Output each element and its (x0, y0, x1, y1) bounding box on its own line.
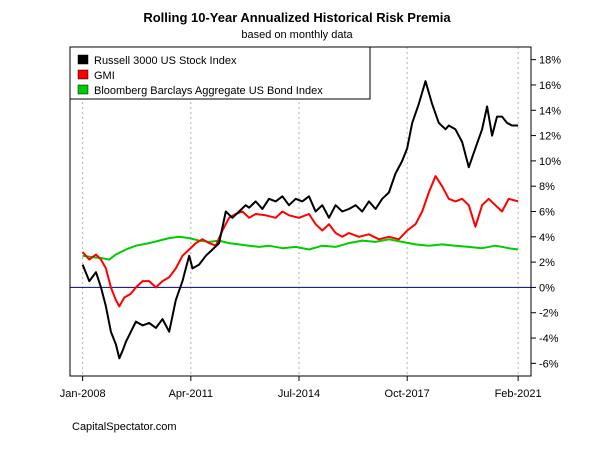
y-tick-label-2: -2% (539, 308, 559, 320)
y-tick-label-12: 18% (539, 55, 561, 67)
y-tick-label-7: 8% (539, 181, 555, 193)
series-line-russell-3000 (81, 80, 519, 360)
source-label: CapitalSpectator.com (72, 421, 177, 433)
x-tick-label-2: Jul-2014 (278, 388, 320, 400)
series-line-bond-index (82, 235, 519, 261)
legend-label-gmi: GMI (94, 70, 115, 82)
x-tick-label-3: Oct-2017 (385, 388, 430, 400)
y-tick-label-1: -4% (539, 333, 559, 345)
x-tick-label-4: Feb-2021 (495, 388, 542, 400)
legend-swatch-bond-index (77, 84, 89, 95)
legend-label-russell-3000: Russell 3000 US Stock Index (94, 55, 237, 67)
series-lines (81, 80, 519, 360)
legend: Russell 3000 US Stock Index GMI Bloomber… (69, 46, 371, 100)
legend-label-bond-index: Bloomberg Barclays Aggregate US Bond Ind… (94, 85, 323, 97)
chart-title: Rolling 10-Year Annualized Historical Ri… (143, 10, 451, 25)
y-tick-label-4: 2% (539, 257, 555, 269)
y-tick-label-10: 14% (539, 105, 561, 117)
legend-box (69, 46, 371, 100)
y-tick-label-6: 6% (539, 207, 555, 219)
legend-swatch-gmi (77, 69, 89, 80)
x-tick-label-0: Jan-2008 (60, 388, 106, 400)
chart-subtitle: based on monthly data (241, 29, 353, 41)
x-axis: Jan-2008 Apr-2011 Jul-2014 Oct-2017 Feb-2021 (60, 376, 542, 400)
y-tick-label-9: 12% (539, 131, 561, 143)
y-tick-label-11: 16% (539, 80, 561, 92)
y-tick-label-5: 4% (539, 232, 555, 244)
y-tick-label-3: 0% (539, 282, 555, 294)
legend-swatch-russell-3000 (77, 54, 89, 65)
y-tick-label-0: -6% (539, 358, 559, 370)
y-axis: -6% -4% -2% 0% 2% 4% 6% 8% 10% 12% 14% 16% 18% (531, 55, 561, 370)
series-line-gmi (81, 175, 519, 308)
x-tick-label-1: Apr-2011 (169, 388, 213, 400)
y-tick-label-8: 10% (539, 156, 561, 168)
